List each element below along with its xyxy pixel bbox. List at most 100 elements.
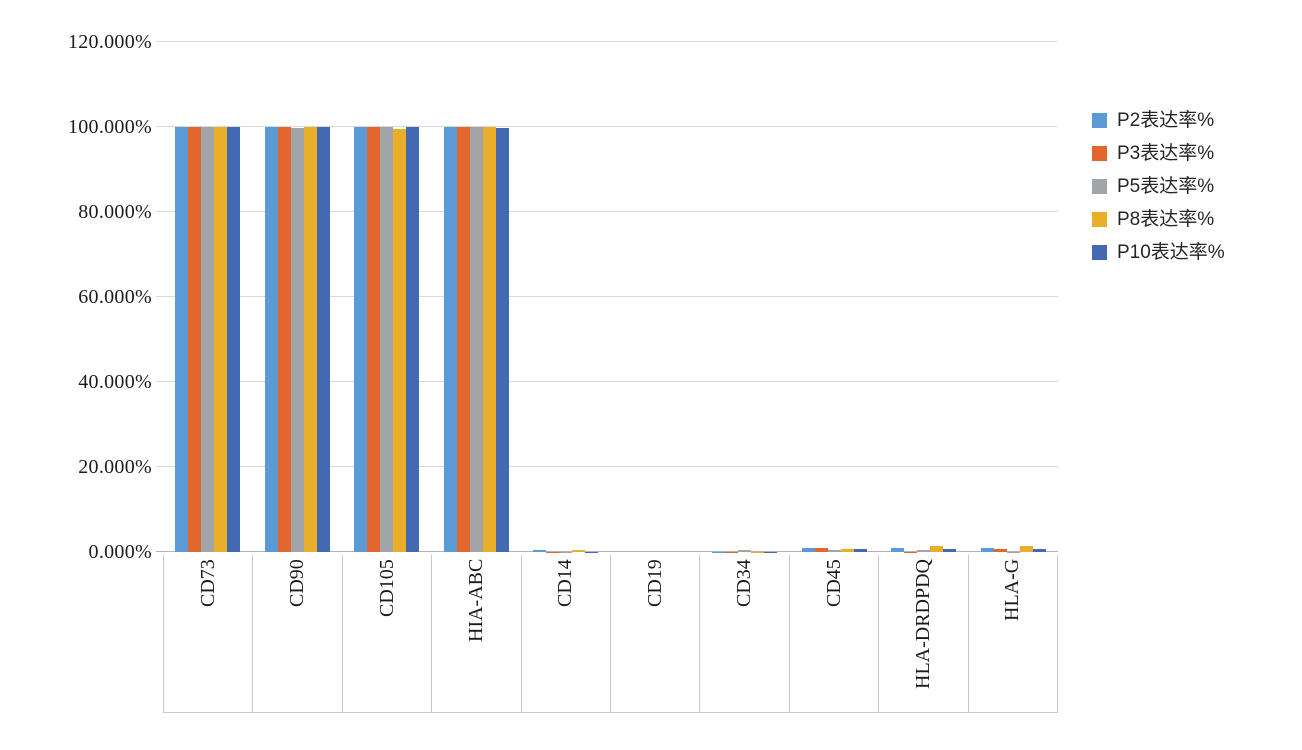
x-category-label: CD19 [643, 559, 666, 607]
bar [840, 549, 854, 552]
bar [264, 127, 278, 552]
gridline [156, 211, 1058, 212]
x-category-cell: HLA-G [967, 555, 1057, 712]
x-category-label: HLA-G [1001, 559, 1024, 622]
y-tick-label: 40.000% [78, 371, 152, 393]
bar-group-cd73 [163, 42, 253, 552]
legend-item: P5表达率% [1092, 176, 1225, 197]
bar [853, 549, 867, 552]
bar [214, 127, 228, 552]
legend: P2表达率% P3表达率% P5表达率% P8表达率% P10表达率% [1092, 110, 1225, 263]
bar [980, 547, 994, 552]
legend-swatch [1092, 245, 1107, 260]
bar [354, 127, 368, 552]
x-axis-labels: CD73 CD90 CD105 HIA-ABC CD14 CD19 CD34 CD45 HLA-… [163, 555, 1058, 713]
y-tick-label: 120.000% [67, 31, 152, 53]
bar [482, 127, 496, 552]
bar [1032, 548, 1046, 552]
legend-item: P2表达率% [1092, 110, 1225, 131]
bar [443, 127, 457, 552]
x-category-cell: CD19 [610, 555, 699, 712]
bar-group-hla-g [969, 42, 1059, 552]
bar [290, 127, 304, 552]
bar [175, 127, 189, 552]
gridline [156, 381, 1058, 382]
y-tick-label: 60.000% [78, 286, 152, 308]
legend-item: P3表达率% [1092, 143, 1225, 164]
bar-group-cd14 [521, 42, 611, 552]
legend-label: P2表达率% [1117, 110, 1215, 131]
y-tick-label: 80.000% [78, 201, 152, 223]
bar-group-hia-abc [432, 42, 522, 552]
x-category-cell: CD90 [252, 555, 341, 712]
y-axis: 0.000% 20.000% 40.000% 60.000% 80.000% 100.00… [0, 32, 152, 562]
bars-row [163, 42, 1058, 552]
x-category-label: CD14 [554, 559, 577, 607]
x-category-cell: HLA-DRDPDQ [878, 555, 967, 712]
gridline [156, 466, 1058, 467]
bar [316, 127, 330, 552]
x-category-label: HLA-DRDPDQ [911, 559, 934, 689]
bar [1019, 546, 1033, 552]
bar [533, 549, 547, 552]
bar [277, 127, 291, 552]
bar [393, 129, 407, 552]
legend-swatch [1092, 113, 1107, 128]
x-category-cell: CD45 [788, 555, 878, 712]
gridline [156, 41, 1058, 42]
x-category-label: CD45 [822, 559, 845, 607]
legend-item: P10表达率% [1092, 242, 1225, 263]
bar [303, 127, 317, 552]
bar [814, 548, 828, 552]
x-category-label: CD73 [196, 559, 219, 607]
bar-group-cd90 [253, 42, 343, 552]
x-category-label: CD105 [375, 559, 398, 617]
bar [572, 549, 586, 552]
bar [201, 127, 215, 552]
bar [380, 127, 394, 552]
bar-group-cd19 [611, 42, 701, 552]
bar [891, 547, 905, 552]
bar [827, 549, 841, 552]
legend-label: P5表达率% [1117, 176, 1215, 197]
legend-label: P10表达率% [1117, 242, 1225, 263]
bar [993, 548, 1007, 552]
bar [456, 127, 470, 552]
y-tick-label: 100.000% [67, 116, 152, 138]
bar [801, 548, 815, 552]
y-tick-label: 0.000% [88, 541, 152, 563]
x-category-cell: HIA-ABC [431, 555, 520, 712]
bar [495, 128, 509, 552]
legend-swatch [1092, 146, 1107, 161]
x-category-label: CD34 [733, 559, 756, 607]
x-axis-line [156, 551, 1058, 552]
legend-label: P8表达率% [1117, 209, 1215, 230]
bar-group-cd105 [342, 42, 432, 552]
legend-label: P3表达率% [1117, 143, 1215, 164]
bar [930, 546, 944, 552]
x-category-cell: CD73 [163, 555, 252, 712]
x-category-cell: CD14 [520, 555, 610, 712]
bar-group-hla-drdpdq [879, 42, 969, 552]
bar [943, 549, 957, 552]
legend-swatch [1092, 212, 1107, 227]
bar-group-cd45 [790, 42, 880, 552]
x-category-label: CD90 [286, 559, 309, 607]
y-tick-label: 20.000% [78, 456, 152, 478]
legend-item: P8表达率% [1092, 209, 1225, 230]
x-category-cell: CD105 [341, 555, 431, 712]
x-category-cell: CD34 [699, 555, 788, 712]
bar [367, 127, 381, 552]
gridline [156, 296, 1058, 297]
gridline [156, 126, 1058, 127]
bar [738, 550, 752, 552]
bar [406, 127, 420, 552]
bar [188, 127, 202, 552]
bar [469, 127, 483, 552]
x-category-label: HIA-ABC [464, 559, 487, 643]
bar [227, 127, 241, 552]
legend-swatch [1092, 179, 1107, 194]
bar [917, 550, 931, 552]
plot-area [156, 41, 1058, 552]
